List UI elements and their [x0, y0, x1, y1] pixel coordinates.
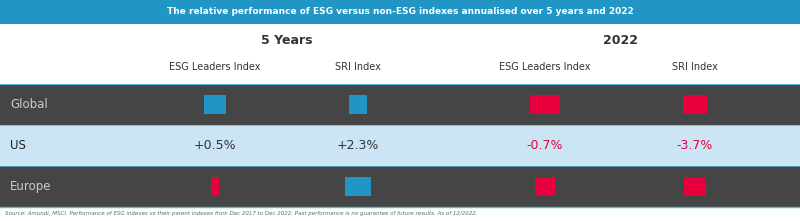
Text: +2.3%: +2.3% — [337, 139, 379, 152]
Text: Source: Amundi, MSCI. Performance of ESG indexes vs their parent indexes from De: Source: Amundi, MSCI. Performance of ESG… — [5, 211, 478, 217]
Bar — [535, 177, 554, 196]
Bar — [211, 177, 218, 196]
Text: The relative performance of ESG versus non-ESG indexes annualised over 5 years a: The relative performance of ESG versus n… — [166, 8, 634, 17]
Bar — [0, 125, 800, 166]
Bar — [530, 95, 560, 114]
Bar — [345, 177, 371, 196]
Bar — [682, 95, 707, 114]
Text: Europe: Europe — [10, 180, 51, 193]
Text: ESG Leaders Index: ESG Leaders Index — [170, 62, 261, 72]
Bar — [0, 166, 800, 207]
Bar — [350, 95, 366, 114]
Text: SRI Index: SRI Index — [672, 62, 718, 72]
Text: SRI Index: SRI Index — [335, 62, 381, 72]
Bar — [0, 84, 800, 125]
Bar — [204, 95, 226, 114]
Text: -3.7%: -3.7% — [677, 139, 713, 152]
Text: 5 Years: 5 Years — [261, 34, 312, 47]
Text: +0.5%: +0.5% — [194, 139, 236, 152]
Text: 2022: 2022 — [602, 34, 638, 47]
Text: US: US — [10, 139, 26, 152]
Text: Global: Global — [10, 98, 48, 111]
Bar — [684, 177, 706, 196]
Bar — [0, 0, 800, 24]
Text: ESG Leaders Index: ESG Leaders Index — [499, 62, 590, 72]
Text: -0.7%: -0.7% — [526, 139, 563, 152]
